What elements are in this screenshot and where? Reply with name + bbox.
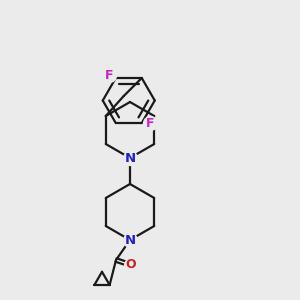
- Text: F: F: [104, 68, 113, 82]
- Text: N: N: [124, 233, 136, 247]
- Text: N: N: [124, 152, 136, 164]
- Text: O: O: [126, 259, 136, 272]
- Text: F: F: [146, 116, 154, 130]
